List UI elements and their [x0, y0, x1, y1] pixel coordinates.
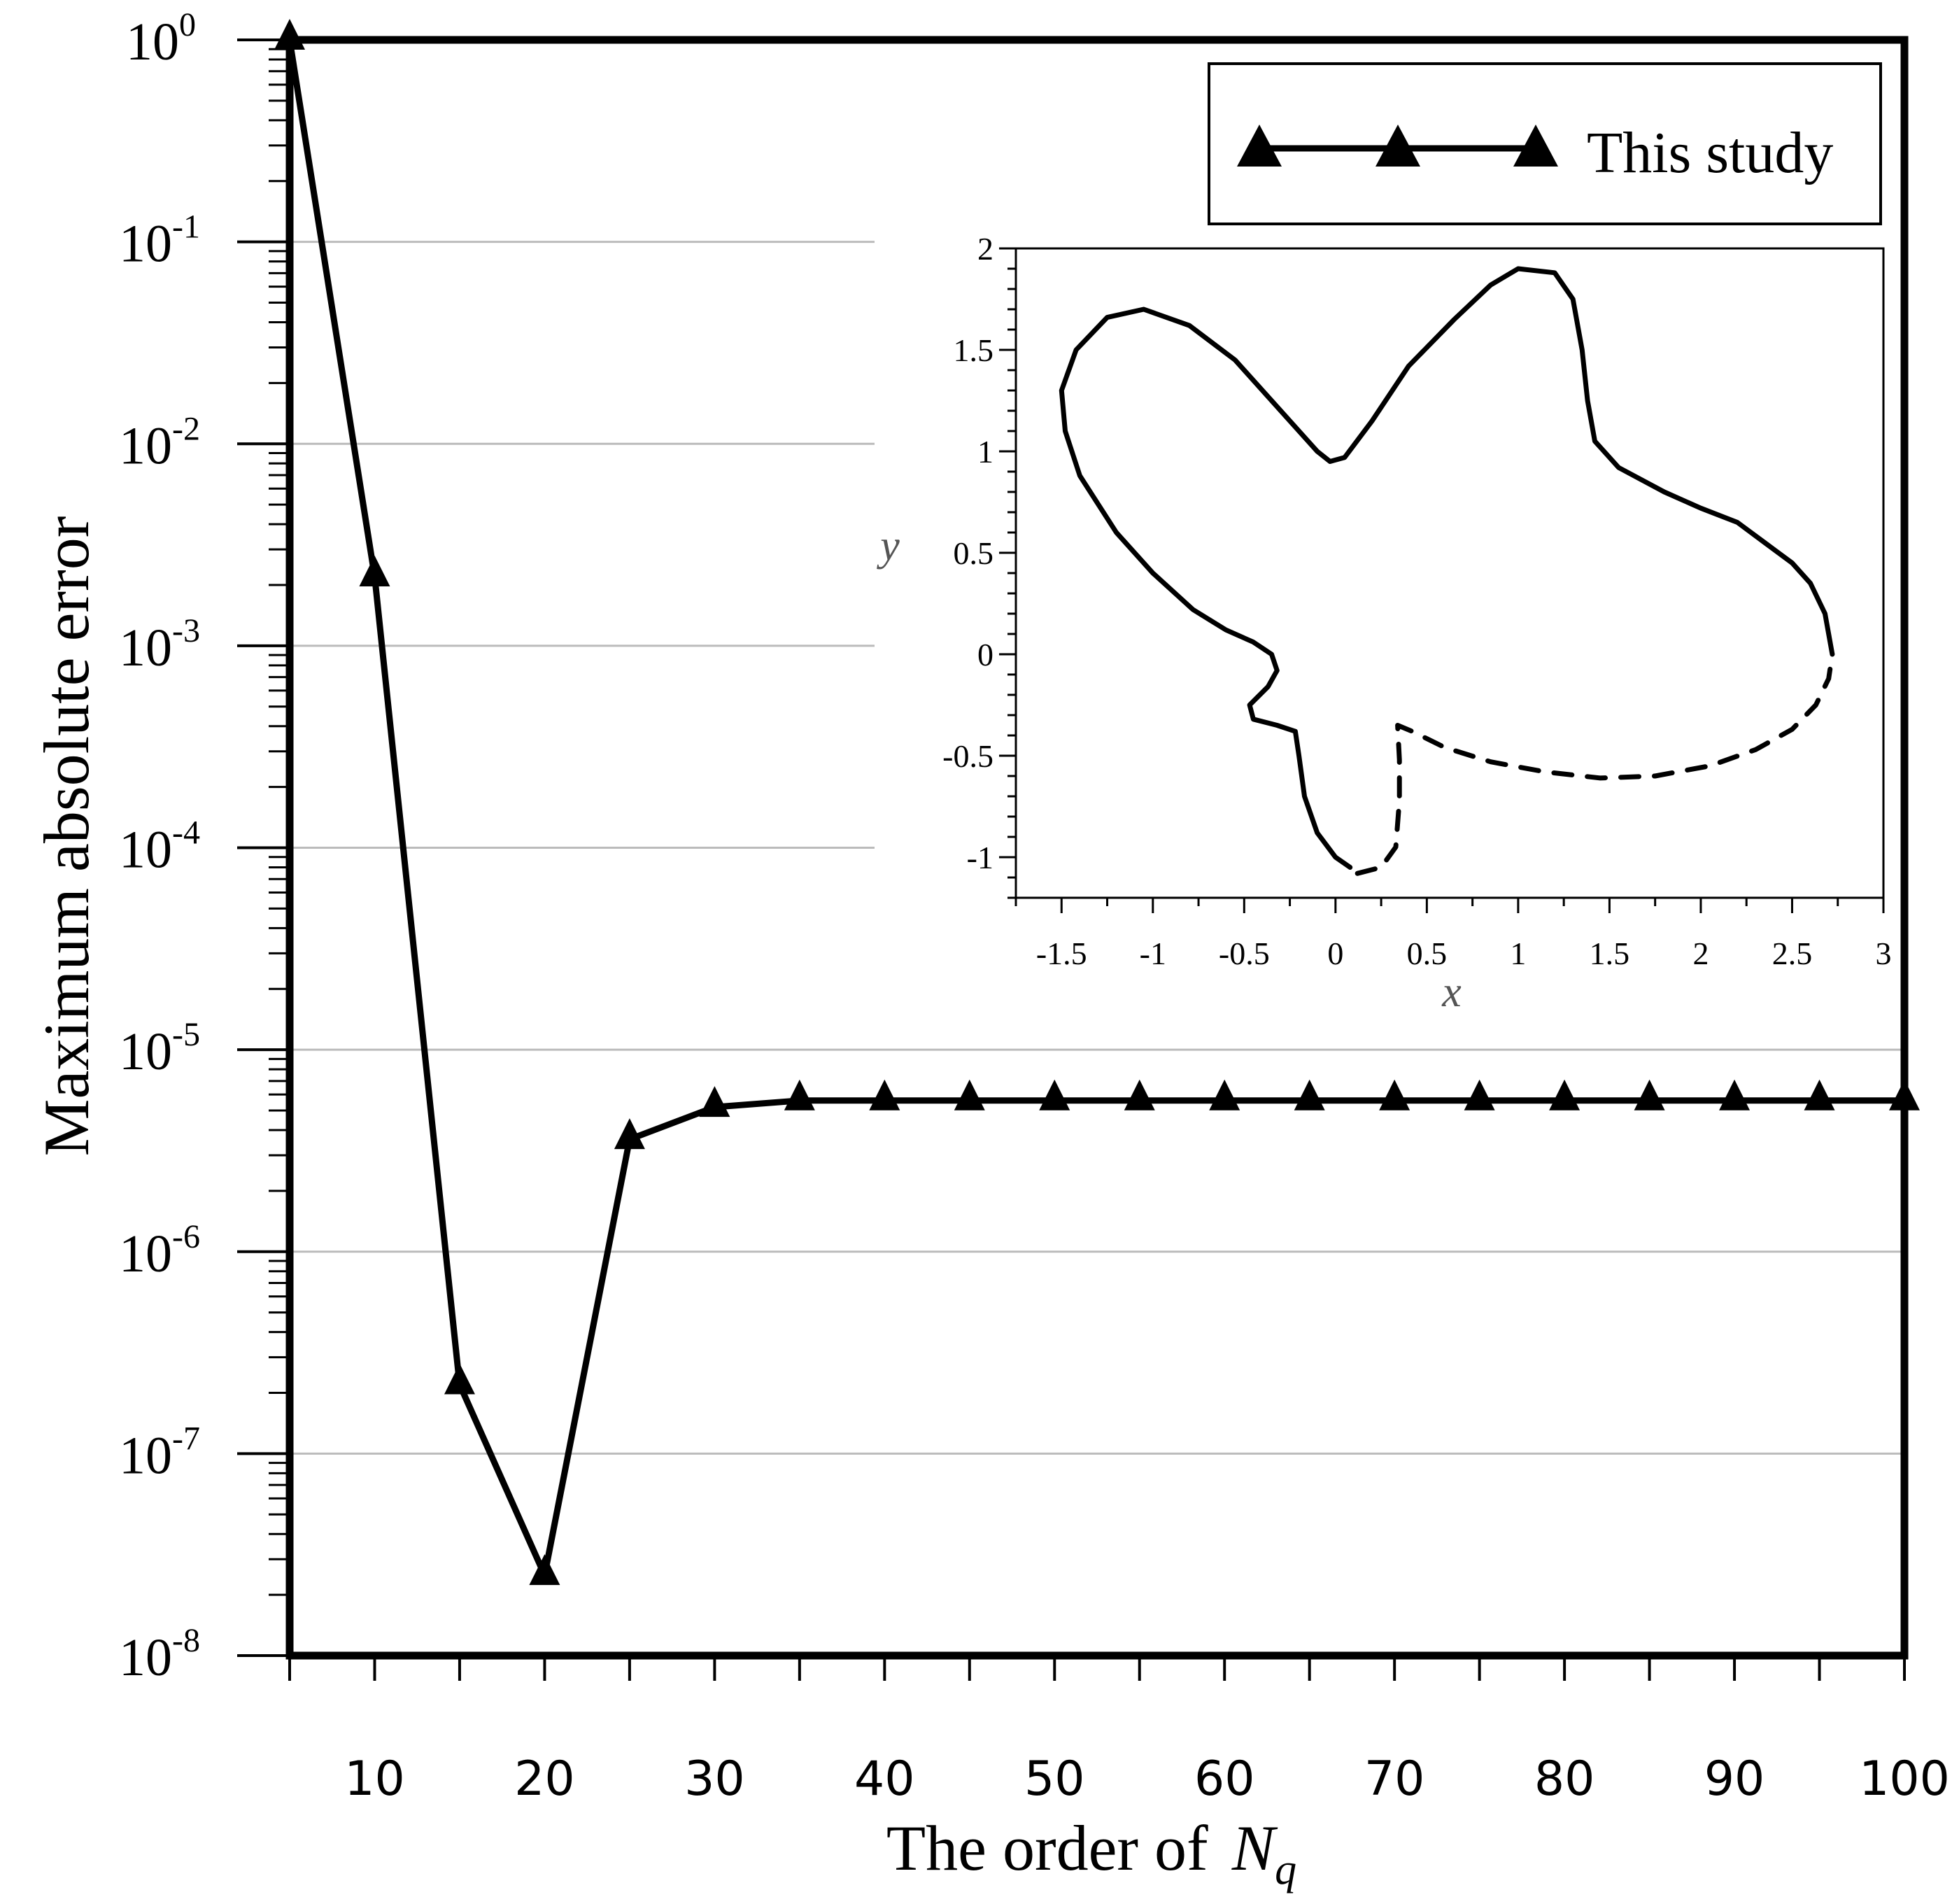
- data-point-triangle: [614, 1118, 645, 1150]
- main-y-tick-label: 100: [126, 6, 196, 71]
- inset-solid-curve: [1059, 266, 1835, 870]
- data-point-triangle: [529, 1554, 560, 1586]
- series-line-this-study: [286, 39, 1904, 1579]
- x-axis-label-symbol: N: [1231, 1812, 1278, 1884]
- inset-x-tick-label: 3: [1876, 936, 1892, 971]
- legend-label: This study: [1587, 120, 1833, 185]
- main-plot-frame: [285, 36, 1909, 1660]
- main-x-tick-label: 50: [1024, 1751, 1085, 1807]
- inset-x-tick-label: 1.5: [1590, 936, 1630, 971]
- main-y-axis-label: Maximum absolute error: [31, 516, 102, 1157]
- inset-x-tick-label: -0.5: [1219, 936, 1270, 971]
- inset-y-tick-label: 0.5: [954, 535, 994, 571]
- data-point-triangle: [1294, 1079, 1325, 1110]
- inset-x-tick-label: -1.5: [1036, 936, 1087, 971]
- inset-axis-ticks: [999, 247, 1885, 913]
- inset-dashed-curve: [1355, 651, 1835, 876]
- inset-plot-frame: [1014, 247, 1885, 899]
- legend-triangle-icon: [1375, 125, 1420, 167]
- data-point-triangle: [1379, 1079, 1410, 1110]
- inset-y-tick-label: 1.5: [954, 332, 994, 368]
- data-point-triangle: [1124, 1079, 1155, 1110]
- inset-y-tick-label: 0: [977, 637, 993, 672]
- data-point-triangle: [444, 1363, 475, 1395]
- inset-y-tick-label: 2: [977, 231, 993, 267]
- inset-y-tick-label: -1: [967, 840, 993, 875]
- main-x-tick-label: 80: [1534, 1751, 1595, 1807]
- main-x-tick-labels: 10 20 30 40 50 60 70 80 90 100: [344, 1751, 1950, 1807]
- data-point-triangle: [1719, 1079, 1751, 1110]
- main-y-tick-label: 10-6: [119, 1218, 200, 1283]
- main-x-tick-label: 30: [684, 1751, 745, 1807]
- data-point-triangle: [869, 1079, 900, 1110]
- data-point-triangle: [1464, 1079, 1495, 1110]
- main-x-tick-label: 20: [514, 1751, 575, 1807]
- inset-y-tick-label: 1: [977, 434, 993, 470]
- main-x-tick-label: 100: [1859, 1751, 1950, 1807]
- main-y-tick-label: 10-7: [119, 1420, 200, 1485]
- inset-x-tick-label: 1: [1510, 936, 1526, 971]
- main-x-tick-label: 60: [1194, 1751, 1255, 1807]
- main-x-axis-label: The order of Nq: [886, 1812, 1296, 1894]
- inset-background: [880, 224, 1909, 1022]
- main-y-tick-label: 10-1: [119, 209, 200, 274]
- inset-chart: -1.5 -1 -0.5 0 0.5 1 1.5 2 2.5 3 -1-0.500.511.52 …: [876, 231, 1891, 1016]
- main-y-tick-label: 10-4: [119, 815, 200, 880]
- data-point-triangle: [1209, 1079, 1240, 1110]
- main-x-tick-label: 70: [1364, 1751, 1425, 1807]
- data-point-triangle: [1804, 1079, 1835, 1110]
- legend-triangle-icon: [1237, 125, 1282, 167]
- legend: This study: [1208, 62, 1882, 225]
- data-point-triangle: [784, 1079, 815, 1110]
- data-point-triangle: [699, 1086, 730, 1117]
- main-x-tick-label: 40: [854, 1751, 915, 1807]
- inset-y-tick-label: -0.5: [942, 738, 993, 774]
- x-axis-label-prefix: The order of: [886, 1812, 1208, 1884]
- inset-x-tick-label: 2: [1692, 936, 1709, 971]
- inset-y-tick-labels: -1 -0.5 0 0.5 1 1.5 2: [942, 231, 993, 875]
- inset-x-tick-labels: -1.5 -1 -0.5 0 0.5 1 1.5 2 2.5 3: [1036, 936, 1892, 971]
- main-gridlines: [290, 241, 1904, 1455]
- data-point-triangle: [1634, 1079, 1665, 1110]
- inset-x-axis-label: x: [1441, 968, 1462, 1016]
- data-point-triangle: [954, 1079, 985, 1110]
- main-series-this-study: [274, 19, 1920, 1586]
- inset-x-tick-label: -1: [1140, 936, 1166, 971]
- main-y-tick-label: 10-5: [119, 1016, 200, 1081]
- data-point-triangle: [359, 556, 390, 587]
- main-x-tick-label: 10: [344, 1751, 405, 1807]
- inset-x-tick-label: 2.5: [1772, 936, 1813, 971]
- data-point-triangle: [1549, 1079, 1580, 1110]
- inset-x-tick-label: 0: [1327, 936, 1343, 971]
- inset-curves: [1059, 266, 1835, 876]
- inset-y-axis-label: y: [876, 522, 900, 570]
- main-x-tick-label: 90: [1704, 1751, 1765, 1807]
- x-axis-label-subscript: q: [1275, 1846, 1296, 1894]
- main-y-tick-label: 10-3: [119, 612, 200, 677]
- inset-x-tick-label: 0.5: [1407, 936, 1448, 971]
- main-y-tick-labels: 100 10-1 10-2 10-3 10-4 10-5 10-6 10-7 10-8: [119, 6, 200, 1687]
- legend-triangle-icon: [1513, 125, 1558, 167]
- data-point-triangle: [1039, 1079, 1070, 1110]
- main-y-tick-label: 10-8: [119, 1622, 200, 1687]
- main-y-tick-label: 10-2: [119, 410, 200, 475]
